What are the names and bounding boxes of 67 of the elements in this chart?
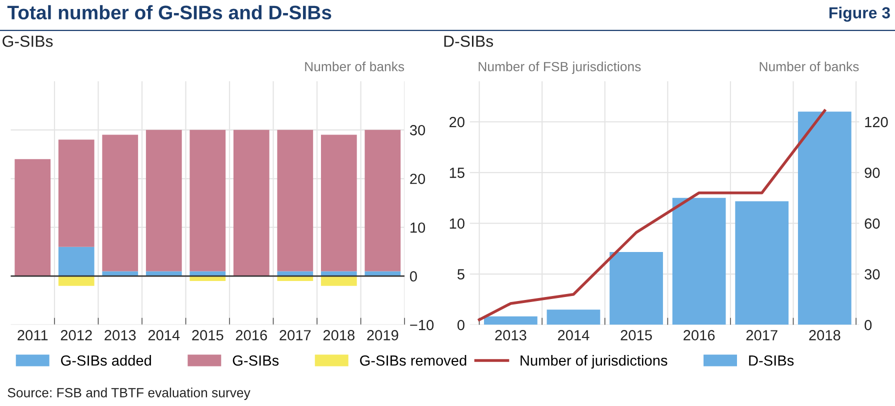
y-tick-label: 15	[450, 168, 464, 178]
x-tick-label: 2012	[60, 330, 92, 340]
chart-title: G-SIBs	[2, 36, 53, 47]
source-note: Source: FSB and TBTF evaluation survey	[8, 388, 250, 400]
x-tick-label: 2018	[323, 330, 354, 340]
x-tick-label: 2019	[367, 330, 398, 340]
y-tick-label: 0	[410, 271, 417, 282]
line-series	[478, 109, 826, 322]
bar	[58, 246, 94, 276]
bar	[320, 271, 357, 276]
bar	[102, 271, 138, 276]
bar	[58, 140, 94, 247]
caption: Figure 3	[829, 6, 890, 22]
x-tick-label: 2013	[495, 330, 526, 340]
y2-tick-label: 60	[864, 218, 880, 229]
bar	[233, 130, 270, 276]
bar	[14, 159, 51, 276]
y-tick-label: 0	[457, 320, 464, 330]
bar	[277, 130, 314, 272]
y2-axis-title: Number of banks	[760, 62, 859, 72]
x-tick-label: 2016	[684, 330, 715, 340]
bar	[190, 130, 226, 272]
bar	[277, 271, 314, 276]
bar	[735, 201, 789, 325]
bar	[484, 316, 538, 325]
legend-label: G-SIBs	[232, 355, 279, 366]
x-tick-label: 2017	[746, 330, 778, 340]
chart-title: D-SIBs	[444, 36, 494, 47]
x-tick-label: 2015	[192, 330, 224, 340]
bar	[102, 134, 138, 272]
y-axis-title: Number of FSB jurisdictions	[478, 62, 641, 74]
y-axis-title: Number of banks	[305, 62, 404, 72]
bar	[146, 130, 182, 272]
bar	[364, 271, 401, 276]
x-tick-label: 2011	[18, 330, 48, 340]
bar	[546, 310, 600, 325]
text: Total number of G-SIBs and D-SIBs	[7, 5, 332, 20]
legend-label: D-SIBs	[749, 355, 794, 366]
bar	[672, 198, 726, 325]
y2-tick-label: 90	[864, 168, 880, 178]
bar	[320, 134, 357, 272]
legend-label: Number of jurisdictions	[520, 354, 668, 369]
x-tick-label: 2015	[620, 330, 652, 340]
bar	[610, 252, 663, 325]
bar	[58, 276, 94, 286]
y2-tick-label: 120	[865, 116, 888, 128]
x-tick-label: 2016	[236, 330, 267, 340]
bar	[364, 130, 401, 272]
legend-label: G-SIBs added	[61, 354, 151, 366]
y2-tick-label: 0	[864, 320, 872, 330]
y-tick-label: 20	[450, 116, 464, 128]
x-tick-label: 2014	[558, 330, 590, 340]
bar	[320, 276, 357, 286]
y-tick-label: 10	[410, 222, 426, 233]
x-tick-label: 2013	[104, 330, 136, 340]
y-tick-label: 5	[457, 269, 464, 280]
x-tick-label: 2014	[148, 330, 180, 340]
bar	[798, 112, 852, 325]
x-tick-label: 2018	[809, 330, 840, 340]
x-tick-label: 2017	[280, 330, 311, 340]
y-tick-label: 20	[410, 174, 426, 184]
legend-label: G-SIBs removed	[360, 354, 466, 366]
y2-tick-label: 30	[864, 269, 880, 280]
y-tick-label: 30	[410, 125, 426, 136]
bar	[146, 271, 182, 276]
y-tick-label: 10	[450, 218, 464, 229]
y-tick-label: −10	[410, 320, 434, 330]
